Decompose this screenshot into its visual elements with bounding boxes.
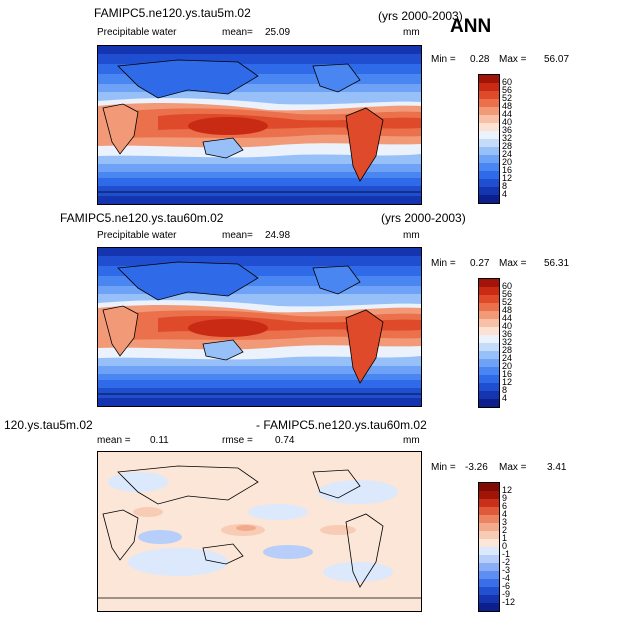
colorbar-tick-label: -6 [502,581,511,591]
colorbar-tick-label: 52 [502,93,513,103]
panel2-min-value: 0.27 [470,258,490,269]
colorbar-tick-label: 4 [502,393,508,403]
panel3-rmse-value: 0.74 [275,435,295,446]
colorbar-tick-label: 20 [502,157,513,167]
colorbar-tick-label: 8 [502,385,508,395]
panel1-variable: Precipitable water [97,27,177,38]
panel1-units: mm [403,27,420,38]
colorbar-tick-label: 60 [502,77,513,87]
colorbar-tick-label: 12 [502,485,513,495]
panel1-colorbar [478,74,500,204]
colorbar-tick-label: 16 [502,165,513,175]
colorbar-tick-label: 52 [502,297,513,307]
colorbar-tick-label: 28 [502,345,513,355]
panel3-max-label: Max = [499,462,527,473]
panel2-max-label: Max = [499,258,527,269]
colorbar-tick-label: 56 [502,289,513,299]
colorbar-tick-label: 44 [502,109,513,119]
colorbar-tick-label: 24 [502,353,513,363]
colorbar-tick-label: 36 [502,125,513,135]
panel3-max-value: 3.41 [547,462,567,473]
colorbar-tick-label: 12 [502,173,513,183]
panel3-case-title: 120.ys.tau5m.02 [4,418,93,432]
panel3-map [97,451,422,612]
panel2-years: (yrs 2000-2003) [381,211,466,225]
colorbar-tick-label: 20 [502,361,513,371]
panel1-case-title: FAMIPC5.ne120.ys.tau5m.02 [94,6,251,20]
panel2-colorbar [478,278,500,408]
panel1-min-label: Min = [431,54,456,65]
panel1-max-value: 56.07 [544,54,570,65]
colorbar-tick-label: 9 [502,493,508,503]
colorbar-tick-label: 32 [502,133,513,143]
panel1-max-label: Max = [499,54,527,65]
panel1-mean-value: 25.09 [265,27,291,38]
colorbar-tick-label: 8 [502,181,508,191]
panel1-map [97,45,422,205]
colorbar-tick-label: 48 [502,101,513,111]
panel2-variable: Precipitable water [97,230,177,241]
colorbar-tick-label: -3 [502,565,511,575]
panel3-mean-label: mean = [97,435,131,446]
panel3-subtracted-case: - FAMIPC5.ne120.ys.tau60m.02 [256,418,427,432]
colorbar-tick-label: 48 [502,305,513,315]
panel1-years: (yrs 2000-2003) [378,9,463,23]
colorbar-tick-label: 1 [502,533,508,543]
colorbar-tick-label: -2 [502,557,511,567]
colorbar-tick-label: 3 [502,517,508,527]
colorbar-tick-label: 12 [502,377,513,387]
colorbar-tick-label: 28 [502,141,513,151]
colorbar-tick-label: 32 [502,337,513,347]
colorbar-tick-label: 44 [502,313,513,323]
panel2-mean-label: mean= [222,230,253,241]
panel1-mean-label: mean= [222,27,253,38]
panel3-min-value: -3.26 [465,462,488,473]
colorbar-tick-label: 2 [502,525,508,535]
colorbar-tick-label: 24 [502,149,513,159]
colorbar-tick-label: 40 [502,117,513,127]
panel2-map-svg [98,248,421,406]
panel2-units: mm [403,230,420,241]
panel3-units: mm [403,435,420,446]
panel1-min-value: 0.28 [470,54,490,65]
panel3-rmse-label: rmse = [222,435,253,446]
colorbar-tick-label: 6 [502,501,508,511]
colorbar-tick-label: 36 [502,329,513,339]
colorbar-tick-label: 60 [502,281,513,291]
colorbar-tick-label: 4 [502,509,508,519]
panel2-case-title: FAMIPC5.ne120.ys.tau60m.02 [60,211,224,225]
panel2-map [97,247,422,407]
panel2-min-label: Min = [431,258,456,269]
panel3-map-svg [98,452,421,611]
colorbar-tick-label: -1 [502,549,511,559]
panel2-max-value: 56.31 [544,258,570,269]
panel3-colorbar [478,482,500,612]
colorbar-tick-label: 0 [502,541,508,551]
colorbar-tick-label: -9 [502,589,511,599]
season-label: ANN [450,16,492,37]
colorbar-tick-label: -4 [502,573,511,583]
panel1-map-svg [98,46,421,204]
colorbar-tick-label: 40 [502,321,513,331]
panel3-min-label: Min = [431,462,456,473]
colorbar-tick-label: -12 [502,597,516,607]
panel2-mean-value: 24.98 [265,230,291,241]
colorbar-tick-label: 56 [502,85,513,95]
colorbar-tick-label: 16 [502,369,513,379]
panel3-mean-value: 0.11 [150,435,169,446]
colorbar-tick-label: 4 [502,189,508,199]
